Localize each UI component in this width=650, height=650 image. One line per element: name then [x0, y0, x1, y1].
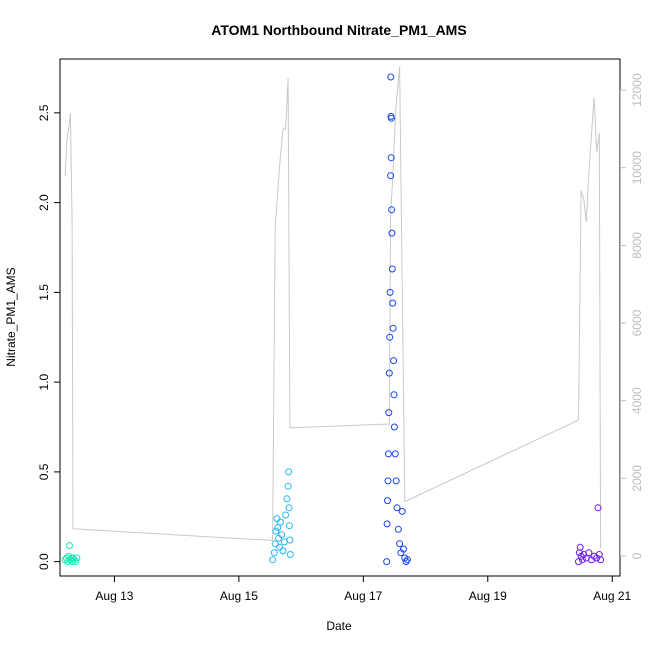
data-point [384, 477, 392, 485]
data-point [387, 73, 395, 81]
data-point [386, 333, 394, 341]
data-point [385, 409, 393, 417]
data-point [285, 504, 293, 512]
data-point [402, 558, 410, 566]
data-point [273, 515, 281, 523]
data-point [270, 549, 278, 557]
data-point [384, 450, 392, 458]
data-point [66, 542, 73, 549]
data-point [400, 545, 407, 553]
data-point [390, 391, 398, 399]
series-line [64, 66, 602, 549]
data-point [274, 524, 282, 531]
data-point [391, 450, 399, 458]
chart-title: ATOM1 Northbound Nitrate_PM1_AMS [211, 22, 466, 38]
data-point [387, 154, 395, 162]
data-point [388, 206, 396, 214]
y-tick-label: 2.0 [37, 194, 51, 211]
data-point [282, 511, 290, 519]
data-point [284, 482, 292, 490]
data-point [280, 538, 288, 546]
data-point [403, 556, 411, 564]
data-point [575, 549, 583, 557]
data-point [392, 477, 400, 485]
x-tick-label: Aug 15 [220, 589, 258, 603]
y-axis-label: Nitrate_PM1_AMS [4, 267, 18, 366]
data-point [388, 229, 396, 237]
x-tick-label: Aug 21 [593, 589, 631, 603]
data-points [61, 73, 605, 566]
data-point [278, 531, 286, 539]
data-point [68, 558, 76, 566]
y-tick-label: 0.0 [37, 553, 51, 570]
data-point [272, 527, 280, 535]
y2-tick-label: 8000 [630, 232, 644, 259]
y-tick-label: 0.5 [37, 463, 51, 480]
data-point [285, 468, 293, 476]
data-point [396, 540, 404, 548]
y2-tick-label: 6000 [630, 309, 644, 336]
data-point [393, 504, 401, 512]
data-point [390, 423, 398, 431]
data-point [585, 549, 593, 557]
data-point [389, 324, 397, 332]
data-point [72, 558, 80, 566]
data-point [388, 265, 396, 273]
data-point [269, 556, 277, 564]
x-tick-label: Aug 17 [344, 589, 382, 603]
data-point [383, 520, 391, 528]
y2-tick-label: 4000 [630, 387, 644, 414]
data-point [385, 369, 393, 377]
data-point [276, 518, 284, 526]
data-point [286, 536, 294, 544]
x-tick-label: Aug 13 [95, 589, 133, 603]
y2-tick-label: 10000 [630, 151, 644, 185]
data-point [276, 543, 283, 551]
data-point [387, 172, 395, 180]
plot-frame [59, 58, 621, 577]
x-tick-label: Aug 19 [469, 589, 507, 603]
data-point [389, 299, 397, 307]
y2-tick-label: 0 [630, 552, 644, 559]
data-point [387, 114, 395, 122]
right-axis-line-series [64, 66, 602, 549]
data-point [283, 495, 291, 503]
data-point [73, 554, 81, 562]
data-point [394, 525, 402, 533]
y-tick-label: 1.5 [37, 284, 51, 301]
y-tick-label: 2.5 [37, 104, 51, 121]
data-point [386, 288, 394, 296]
y-tick-label: 1.0 [37, 373, 51, 390]
data-point [398, 507, 406, 515]
data-point [384, 497, 391, 505]
data-point [576, 543, 584, 551]
data-point [390, 357, 398, 365]
data-point [271, 540, 279, 548]
x-axis-label: Date [326, 619, 352, 633]
y2-tick-label: 12000 [630, 73, 644, 107]
data-point [383, 558, 391, 566]
data-point [285, 522, 293, 530]
data-point [597, 556, 605, 564]
data-point [279, 547, 287, 555]
data-point [594, 504, 602, 512]
y2-tick-label: 2000 [630, 465, 644, 492]
axes: Aug 13 Aug 15 Aug 17 Aug 19 Aug 21 0.0 0.5 1.0 1… [37, 73, 644, 603]
data-point [286, 551, 294, 558]
